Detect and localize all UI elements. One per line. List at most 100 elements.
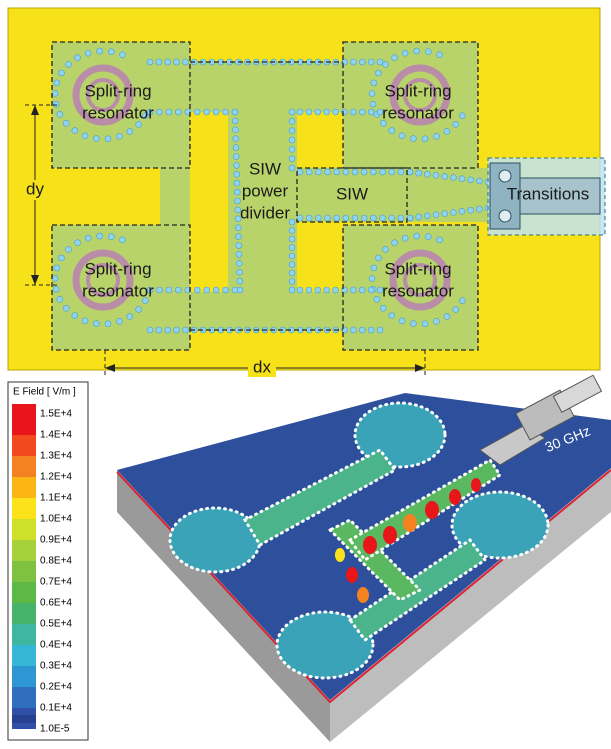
via [306,169,312,175]
via [389,313,395,319]
via [437,237,443,243]
via [289,146,295,152]
via [459,113,465,119]
via [72,313,78,319]
via [402,50,408,56]
layout-diagram: dy dx SIW Transitions Split-ringresonato… [8,8,605,377]
via [53,286,59,292]
via [370,215,376,221]
via [116,133,122,139]
via [414,48,420,54]
via [58,70,64,76]
via [165,327,171,333]
transitions-label: Transitions [507,184,590,203]
via [85,50,91,56]
via [175,109,181,115]
via [392,240,398,246]
via [93,321,99,327]
via [315,109,321,115]
via [416,170,422,176]
via [289,109,295,115]
via [407,169,413,175]
legend-title: E Field [ V/m ] [13,387,76,398]
via [236,260,242,266]
via [54,80,60,86]
via [377,327,383,333]
via [235,225,241,231]
via [63,305,69,311]
via [223,109,229,115]
via [370,169,376,175]
via [156,109,162,115]
legend-label: 0.7E+4 [40,577,72,588]
legend-swatch [12,404,36,414]
resonator-label: Split-ring [84,81,151,100]
legend-swatch [12,645,36,666]
via [82,133,88,139]
via [234,180,240,186]
via [359,59,365,65]
via [306,287,312,293]
via [368,287,374,293]
via [297,215,303,221]
via [174,327,180,333]
via [399,133,405,139]
via [289,128,295,134]
via [213,287,219,293]
legend-label: 0.8E+4 [40,556,72,567]
via [233,136,239,142]
via [166,109,172,115]
via [72,128,78,134]
via [234,162,240,168]
via [108,234,114,240]
via [105,136,111,142]
via [156,59,162,65]
resonator-label: resonator [382,103,454,122]
via [468,207,474,213]
via [333,287,339,293]
legend-label: 0.2E+4 [40,682,72,693]
via [127,313,133,319]
via [97,48,103,54]
resonator-label: Split-ring [384,81,451,100]
via [232,287,238,293]
via [444,128,450,134]
via [433,212,439,218]
via [324,287,330,293]
via [289,279,295,285]
via [374,296,380,302]
legend-swatch [12,540,36,561]
via [442,173,448,179]
via [147,327,153,333]
via [204,109,210,115]
via [325,215,331,221]
via [236,251,242,257]
via [433,172,439,178]
via [97,233,103,239]
via [65,246,71,252]
via [234,189,240,195]
via [450,175,456,181]
legend-label: 0.9E+4 [40,535,72,546]
via [377,59,383,65]
dx-label: dx [253,357,271,376]
via [425,49,431,55]
via [156,327,162,333]
via [182,59,188,65]
via [371,265,377,271]
via [444,313,450,319]
via [289,287,295,293]
via [297,287,303,293]
via [402,235,408,241]
legend-swatch [12,624,36,645]
legend-label: 0.1E+4 [40,703,72,714]
via [93,136,99,142]
dy-label: dy [26,179,44,198]
via [375,255,381,261]
via [194,109,200,115]
via [414,233,420,239]
via [343,215,349,221]
via [368,59,374,65]
via [289,165,295,171]
via [425,234,431,240]
